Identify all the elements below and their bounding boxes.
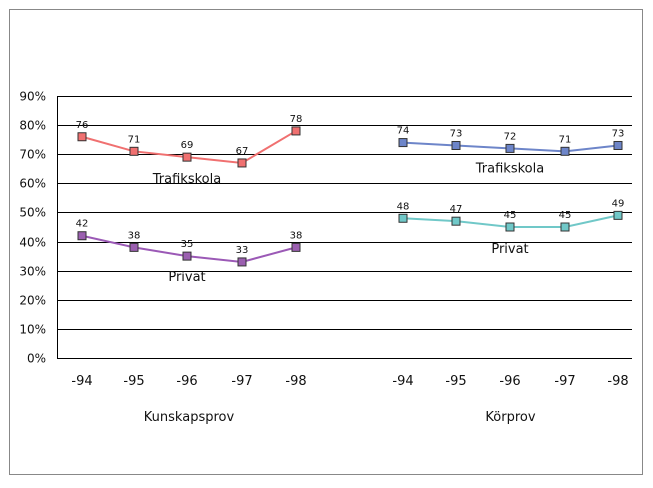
data-point (77, 231, 87, 241)
x-tick-label: -98 (285, 374, 306, 389)
data-point (613, 210, 623, 220)
x-tick-label: -96 (176, 374, 197, 389)
x-tick-label: -95 (445, 374, 466, 389)
data-point (451, 216, 461, 226)
panel-label: Kunskapsprov (144, 410, 235, 425)
data-label: 69 (181, 140, 194, 151)
data-point (505, 222, 515, 232)
data-label: 76 (76, 120, 89, 131)
data-label: 67 (236, 146, 249, 157)
data-point (398, 213, 408, 223)
y-tick-label: 50% (19, 206, 46, 220)
series-kunskapsprov-privat (77, 231, 301, 267)
data-point (237, 158, 247, 168)
data-point (560, 222, 570, 232)
data-label: 42 (76, 219, 89, 230)
data-point (451, 140, 461, 150)
data-label: 45 (559, 210, 572, 221)
series (77, 126, 623, 267)
data-label: 73 (612, 128, 625, 139)
x-tick-label: -97 (554, 374, 575, 389)
labels: -94 -95 -96 -97 -98 Kunskapsprov 76 71 69 67 78 Tra… (71, 114, 628, 425)
y-tick-label: 30% (19, 265, 46, 279)
data-point (182, 152, 192, 162)
y-axis: 0% 10% 20% 30% 40% 50% 60% 70% 80% 90% (19, 90, 58, 366)
data-label: 48 (397, 201, 410, 212)
gridlines (57, 96, 632, 359)
series-name-label: Privat (168, 270, 205, 285)
data-label: 45 (504, 210, 517, 221)
data-label: 47 (450, 204, 463, 215)
y-tick-label: 40% (19, 236, 46, 250)
x-tick-label: -94 (392, 374, 413, 389)
data-point (398, 138, 408, 148)
series-name-label: Trafikskola (152, 172, 221, 187)
series-korprov-privat (398, 210, 623, 232)
series-korprov-trafikskola (398, 138, 623, 156)
data-point (613, 140, 623, 150)
data-label: 49 (612, 198, 625, 209)
data-label: 38 (128, 230, 141, 241)
y-tick-label: 20% (19, 294, 46, 308)
data-label: 74 (397, 126, 410, 137)
data-label: 33 (236, 245, 249, 256)
data-label: 73 (450, 128, 463, 139)
x-tick-label: -97 (231, 374, 252, 389)
data-point (129, 146, 139, 156)
data-label: 78 (290, 114, 303, 125)
data-point (77, 132, 87, 142)
x-tick-label: -98 (607, 374, 628, 389)
data-point (560, 146, 570, 156)
y-tick-label: 10% (19, 323, 46, 337)
y-tick-label: 70% (19, 148, 46, 162)
y-tick-label: 0% (27, 352, 46, 366)
x-tick-label: -95 (123, 374, 144, 389)
series-kunskapsprov-trafikskola (77, 126, 301, 168)
x-tick-label: -94 (71, 374, 92, 389)
data-point (129, 242, 139, 252)
data-label: 38 (290, 230, 303, 241)
data-point (505, 143, 515, 153)
y-tick-label: 80% (19, 119, 46, 133)
data-point (182, 251, 192, 261)
data-point (291, 242, 301, 252)
data-label: 71 (128, 134, 141, 145)
y-tick-label: 60% (19, 177, 46, 191)
data-label: 35 (181, 239, 194, 250)
x-tick-label: -96 (499, 374, 520, 389)
data-label: 71 (559, 134, 572, 145)
data-point (291, 126, 301, 136)
data-label: 72 (504, 131, 517, 142)
panel-label: Körprov (485, 410, 535, 425)
series-name-label: Trafikskola (475, 161, 544, 176)
data-point (237, 257, 247, 267)
series-name-label: Privat (491, 242, 528, 257)
y-tick-label: 90% (19, 90, 46, 104)
